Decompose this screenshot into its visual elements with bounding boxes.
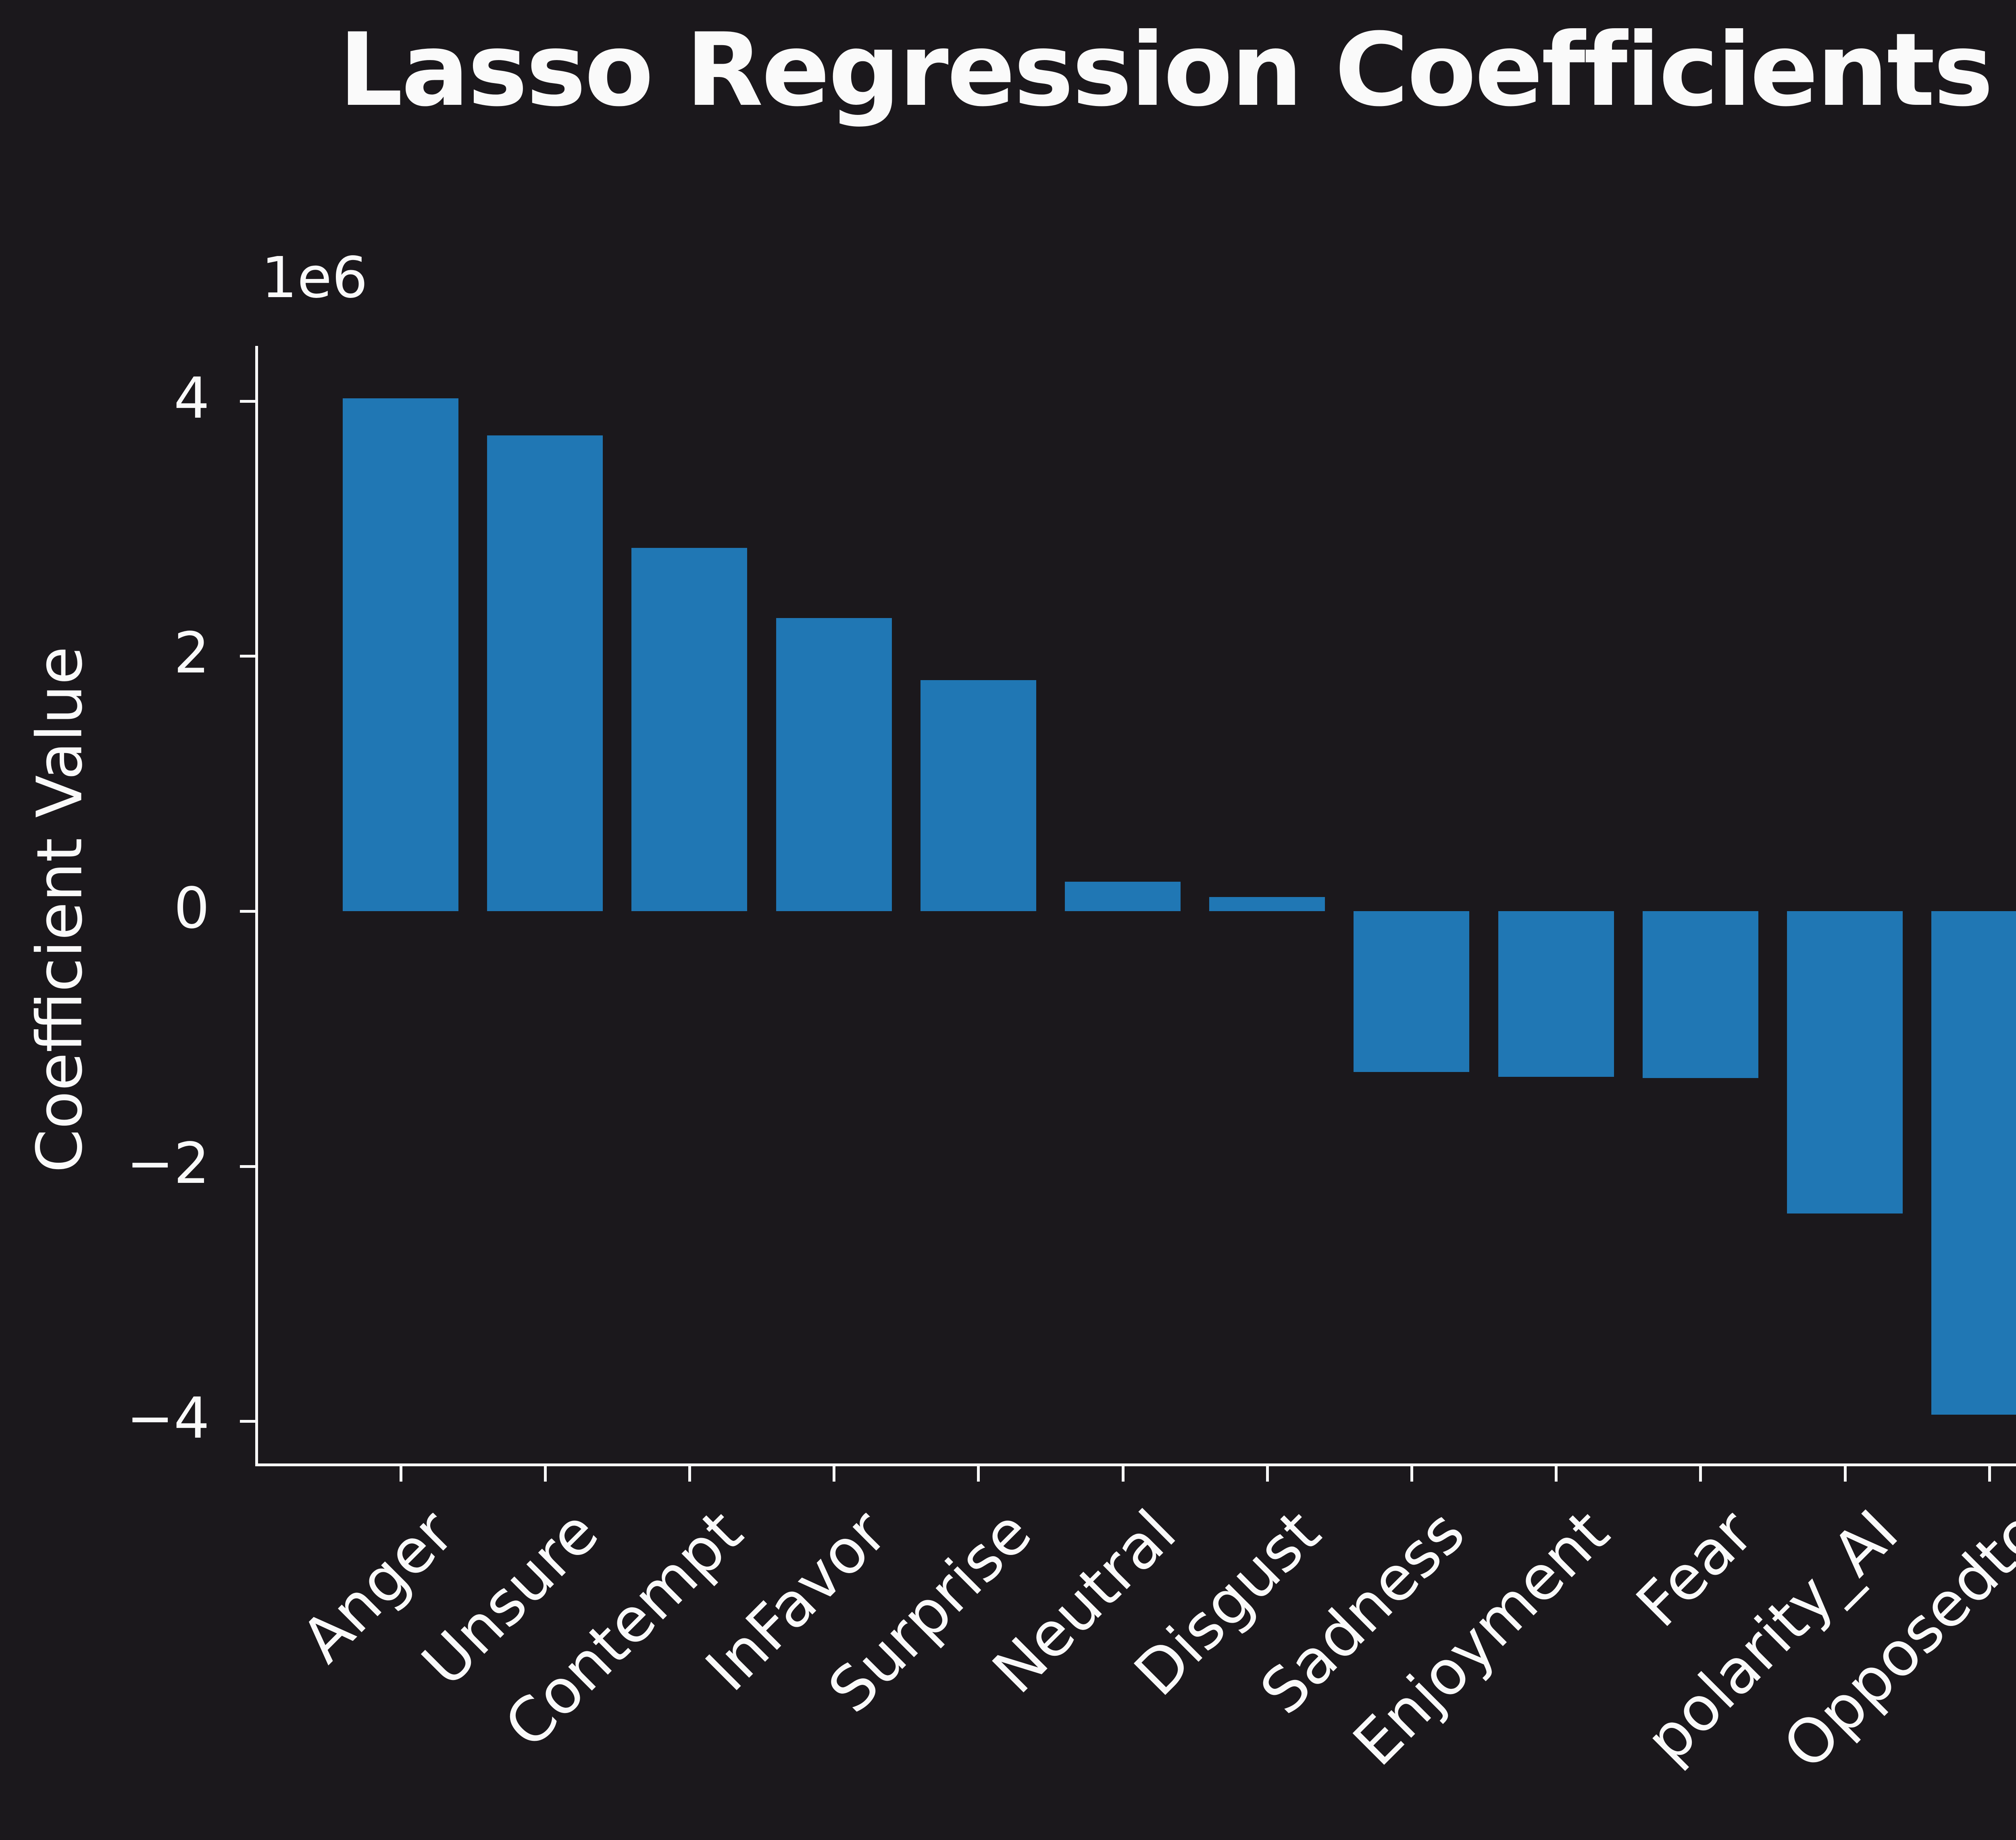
y-tick-mark <box>240 1420 255 1423</box>
y-tick-label--2: −2 <box>126 1130 210 1197</box>
bar-surprise <box>920 680 1036 911</box>
x-tick-mark <box>1121 1466 1125 1482</box>
x-tick-mark <box>399 1466 402 1482</box>
bar-polarity_ai <box>1787 911 1903 1213</box>
y-tick-mark <box>240 400 255 403</box>
bar-sadness <box>1354 911 1470 1072</box>
y-axis-line <box>255 346 258 1466</box>
x-tick-mark <box>1988 1466 1991 1482</box>
y-tick-label-2: 2 <box>173 620 210 687</box>
x-tick-mark <box>688 1466 691 1482</box>
bar-contempt <box>631 547 748 911</box>
bar-fear <box>1642 911 1758 1078</box>
y-tick-label--4: −4 <box>126 1386 210 1452</box>
x-tick-mark <box>1266 1466 1269 1482</box>
bar-unsure <box>487 435 603 911</box>
bar-infavor <box>776 618 892 911</box>
bar-anger <box>343 398 458 911</box>
x-tick-mark <box>977 1466 980 1482</box>
x-tick-mark <box>1843 1466 1847 1482</box>
x-axis-line <box>255 1463 2016 1466</box>
bar-neutral <box>1065 882 1181 911</box>
y-tick-label-4: 4 <box>173 365 210 431</box>
bar-opposedto <box>1931 911 2016 1415</box>
x-tick-mark <box>833 1466 836 1482</box>
x-tick-mark <box>544 1466 547 1482</box>
bar-enjoyment <box>1498 911 1614 1077</box>
chart-title: Lasso Regression Coefficients <box>338 11 1993 129</box>
y-tick-mark <box>240 1165 255 1168</box>
y-tick-label-0: 0 <box>173 875 210 941</box>
y-tick-mark <box>240 655 255 658</box>
x-tick-mark <box>1555 1466 1558 1482</box>
y-axis-label: Coefficient Value <box>23 646 96 1173</box>
y-tick-mark <box>240 910 255 913</box>
x-tick-mark <box>1410 1466 1413 1482</box>
y-axis-offset-label: 1e6 <box>261 245 368 311</box>
x-tick-mark <box>1699 1466 1702 1482</box>
bar-disgust <box>1209 897 1325 911</box>
